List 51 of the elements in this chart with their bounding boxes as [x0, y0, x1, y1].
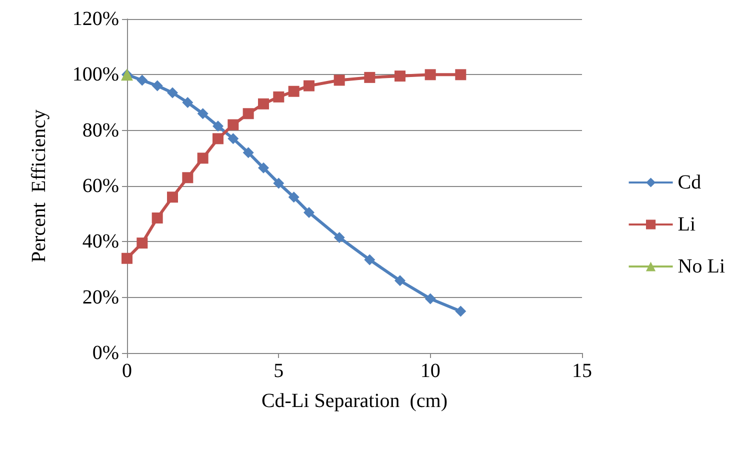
y-tick-label: 100%: [72, 64, 119, 86]
point: [364, 254, 376, 266]
y-axis-title: Percent Efficiency: [28, 110, 50, 262]
point: [212, 133, 224, 144]
legend-label: Cd: [678, 172, 702, 194]
point: [394, 70, 406, 82]
point: [167, 87, 178, 98]
x-tick-label: 10: [420, 360, 440, 382]
y-tick-label: 20%: [82, 286, 119, 308]
point: [334, 232, 345, 243]
point: [288, 86, 300, 97]
point: [182, 172, 194, 184]
point: [242, 147, 254, 158]
point: [197, 152, 208, 164]
point: [197, 108, 208, 120]
point: [228, 119, 239, 130]
point: [455, 69, 466, 80]
x-axis-title: Cd-Li Separation (cm): [261, 390, 448, 412]
point: [152, 212, 163, 224]
point: [424, 293, 436, 304]
point: [273, 91, 284, 102]
point: [394, 275, 406, 286]
point: [136, 238, 148, 249]
point: [364, 72, 376, 83]
point: [273, 178, 284, 189]
point: [455, 306, 466, 317]
y-tick-label: 60%: [82, 175, 119, 197]
point: [288, 192, 300, 203]
point: [334, 74, 345, 86]
point: [136, 74, 148, 86]
point: [152, 80, 163, 92]
point: [242, 108, 254, 120]
point: [167, 192, 178, 203]
legend-label: Li: [678, 214, 696, 236]
y-tick-label: 40%: [82, 230, 119, 253]
legend-label: No Li: [678, 256, 726, 278]
point: [258, 162, 269, 174]
point: [424, 69, 436, 80]
point: [182, 97, 194, 108]
point: [228, 133, 239, 144]
point: [304, 206, 314, 218]
x-tick-label: 15: [572, 360, 592, 382]
y-tick-label: 80%: [82, 119, 119, 142]
point: [122, 252, 132, 264]
y-tick-label: 120%: [72, 8, 119, 30]
point: [212, 120, 224, 132]
point: [304, 80, 314, 92]
x-tick-label: 5: [274, 360, 284, 382]
point: [258, 98, 269, 110]
y-tick-label: 0%: [92, 342, 119, 364]
x-tick-label: 0: [122, 360, 132, 382]
